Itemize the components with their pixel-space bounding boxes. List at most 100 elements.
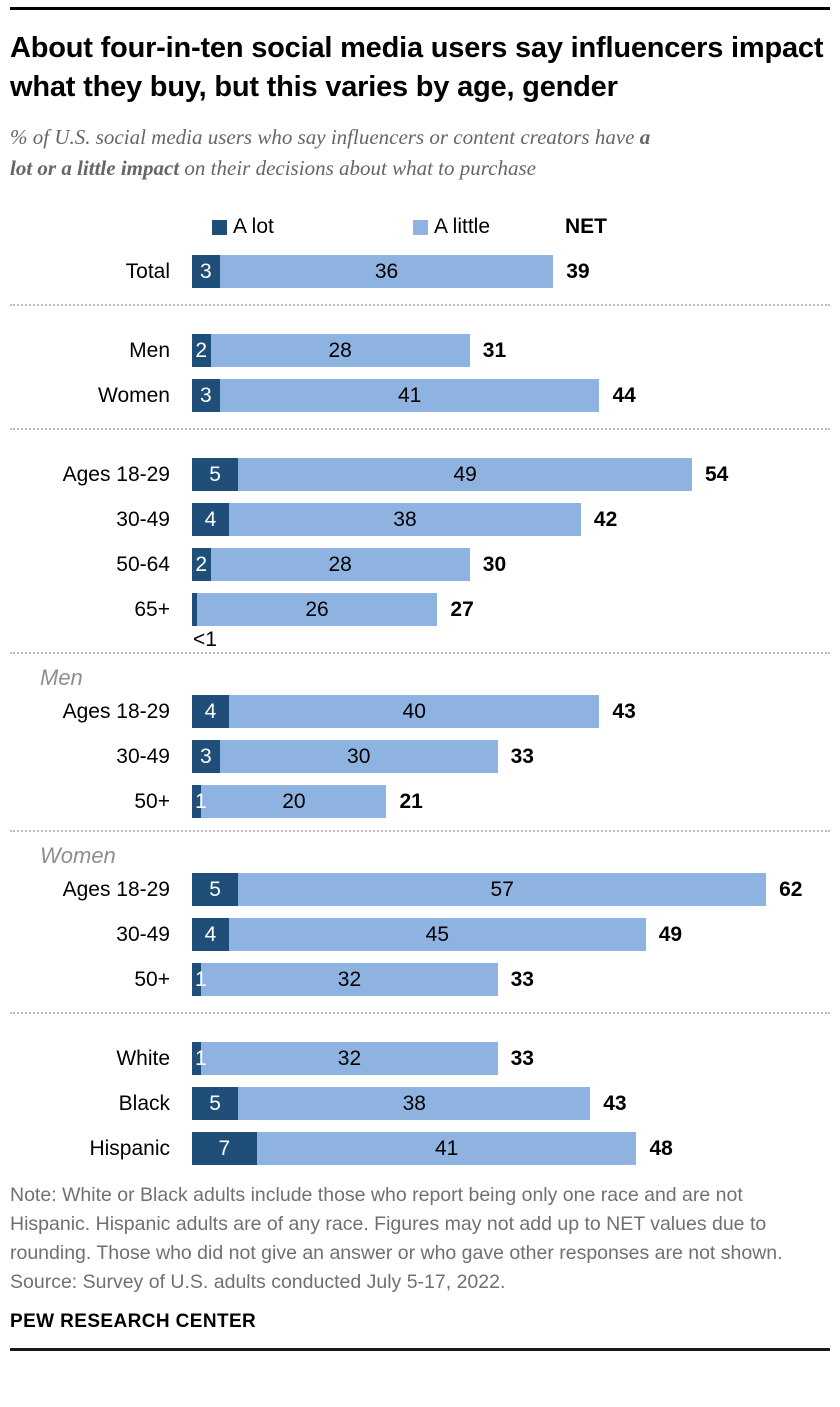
row-label: Hispanic: [89, 1136, 170, 1160]
bar-segment-a-little: 45: [229, 918, 646, 951]
bar-segment-a-lot: 5: [192, 458, 239, 491]
a-lot-value: 4: [204, 507, 217, 531]
bar-row: 30-49 3 30 33: [10, 740, 830, 773]
row-label: 50+: [134, 967, 170, 991]
a-little-value: 30: [347, 744, 371, 768]
row-label: 50+: [134, 789, 170, 813]
bar-row: Total 3 36 39: [10, 255, 830, 288]
bar-row: Black 5 38 43: [10, 1087, 830, 1120]
a-little-value: 38: [393, 507, 417, 531]
row-label: Total: [125, 259, 170, 283]
bar-segment-a-little: 26: [196, 593, 438, 626]
a-lot-value: 4: [204, 922, 217, 946]
legend-swatch-a-lot-icon: [212, 219, 227, 235]
net-value: 62: [779, 877, 803, 901]
a-little-value: 57: [490, 877, 514, 901]
a-lot-value: 3: [200, 383, 212, 407]
a-little-value: 28: [328, 338, 352, 362]
stacked-bar: 3 36 39: [192, 255, 830, 288]
net-value: 30: [482, 552, 507, 576]
net-value: 33: [510, 744, 534, 768]
bar-segment-a-lot: <1: [192, 593, 217, 651]
a-lot-value: 1: [195, 789, 207, 813]
section-divider: [10, 830, 830, 832]
net-value: 43: [603, 1091, 627, 1115]
legend-item-a-little: A little: [413, 215, 490, 239]
bar-segment-a-little: 28: [210, 334, 470, 367]
net-value: 44: [612, 383, 636, 407]
bar-row: 30-49 4 45 49: [10, 918, 830, 951]
chart-subtitle: % of U.S. social media users who say inf…: [10, 122, 830, 184]
bar-segment-a-lot: 3: [192, 379, 220, 412]
a-lot-value: 4: [204, 699, 217, 723]
chart-title: About four-in-ten social media users say…: [10, 32, 824, 103]
a-little-value: 49: [453, 462, 477, 486]
bar-row: 50+ 1 20 21: [10, 785, 830, 818]
bar-segment-a-little: 49: [238, 458, 692, 491]
stacked-bar: 4 45 49: [192, 918, 830, 951]
legend-item-a-lot: A lot: [212, 215, 274, 239]
stacked-bar: 4 40 43: [192, 695, 830, 728]
bar-row: 30-49 4 38 42: [10, 503, 830, 536]
a-lot-value: 2: [195, 338, 208, 362]
group-header: Men: [40, 665, 83, 690]
bar-row: White 1 32 33: [10, 1042, 830, 1075]
bar-row: 50+ 1 32 33: [10, 963, 830, 996]
bar-segment-a-little: 40: [229, 695, 600, 728]
net-value: 48: [649, 1136, 673, 1160]
bar-segment-a-little: 20: [201, 785, 387, 818]
a-little-value: 41: [434, 1136, 459, 1160]
bar-segment-a-little: 38: [238, 1087, 591, 1120]
group-header: Women: [40, 843, 116, 868]
a-little-value: 32: [337, 1046, 362, 1070]
a-little-value: 45: [425, 922, 450, 946]
top-rule: [10, 7, 830, 10]
legend-swatch-a-little-icon: [413, 219, 428, 235]
bar-row: Men 2 28 31: [10, 334, 830, 367]
bar-segment-a-lot: 1: [192, 785, 207, 818]
stacked-bar: 3 41 44: [192, 379, 830, 412]
bar-segment-a-lot: 1: [192, 1042, 207, 1075]
bar-segment-a-little: 57: [238, 873, 767, 906]
section-divider: [10, 304, 830, 306]
a-little-value: 38: [402, 1091, 426, 1115]
a-lot-value: <1: [193, 628, 217, 651]
bar-segment-a-little: 38: [229, 503, 581, 536]
subtitle-bold-text: lot or a little impact: [10, 156, 180, 180]
net-value: 54: [704, 462, 729, 486]
a-lot-value: 5: [209, 462, 221, 486]
section-divider: [10, 428, 830, 430]
footnotes: Note: White or Black adults include thos…: [10, 1181, 824, 1297]
a-lot-value: 3: [200, 744, 212, 768]
net-value: 43: [612, 699, 636, 723]
row-label: 30-49: [116, 507, 170, 531]
row-label: Black: [118, 1091, 170, 1115]
a-lot-value: 2: [195, 552, 208, 576]
net-value: 39: [566, 259, 590, 283]
stacked-bar: 1 32 33: [192, 963, 830, 996]
net-value: 33: [510, 967, 534, 991]
source-text: Source: Survey of U.S. adults conducted …: [10, 1271, 506, 1293]
row-label: Ages 18-29: [62, 699, 170, 723]
row-label: Ages 18-29: [62, 462, 170, 486]
a-little-value: 28: [328, 552, 352, 576]
bar-segment-a-lot: 2: [192, 548, 211, 581]
a-little-value: 20: [282, 789, 306, 813]
bar-segment-a-lot: 7: [192, 1132, 257, 1165]
net-value: 31: [482, 338, 507, 362]
row-label: 30-49: [116, 744, 170, 768]
legend-label-a-little: A little: [434, 215, 491, 238]
legend-label-a-lot: A lot: [233, 215, 274, 238]
bar-group: White 1 32 33 Black 5 38 43 Hispanic 7 41 48: [10, 1042, 830, 1165]
row-label: White: [116, 1046, 170, 1070]
brand-label: PEW RESEARCH CENTER: [10, 1311, 257, 1332]
a-little-value: 32: [337, 967, 362, 991]
bar-segment-a-lot: 4: [192, 503, 229, 536]
a-lot-value: 7: [218, 1136, 231, 1160]
bottom-rule: [10, 1348, 830, 1351]
bar-row: Ages 18-29 4 40 43: [10, 695, 830, 728]
row-label: 50-64: [116, 552, 170, 576]
row-label: Men: [129, 338, 170, 362]
chart-card: About four-in-ten social media users say…: [0, 7, 840, 1351]
net-value: 21: [399, 789, 423, 813]
